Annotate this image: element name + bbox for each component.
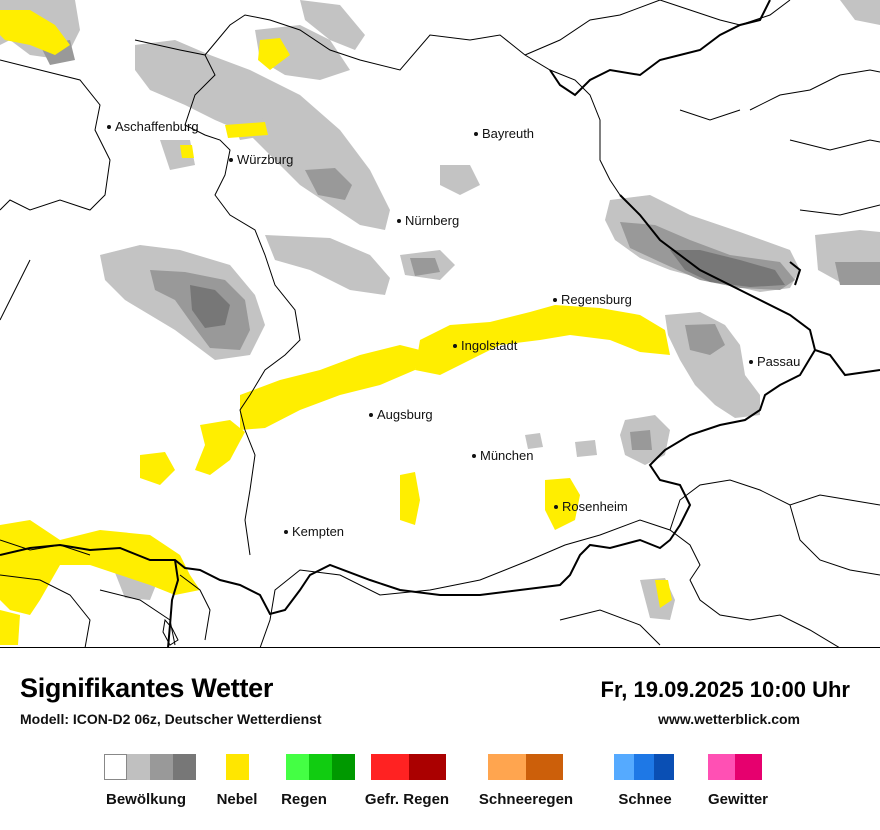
legend-swatch	[526, 754, 563, 780]
fog-areas	[0, 10, 672, 645]
legend-label: Regen	[281, 791, 327, 808]
legend-swatch	[309, 754, 332, 780]
legend-swatches	[708, 754, 762, 780]
legend-swatches	[488, 754, 563, 780]
cloud-cover-dark	[190, 250, 785, 328]
city-label-kempten: Kempten	[283, 524, 345, 539]
legend-swatch	[735, 754, 762, 780]
legend-gewitter: Gewitter	[708, 754, 768, 808]
legend-label: Schnee	[618, 791, 672, 808]
legend-label: Nebel	[216, 791, 258, 808]
legend-regen: Regen	[281, 754, 355, 808]
legend-swatch	[654, 754, 674, 780]
legend-label: Schneeregen	[478, 791, 574, 808]
map-borders	[0, 0, 880, 647]
legend-swatch	[332, 754, 355, 780]
city-label-passau: Passau	[748, 354, 801, 369]
city-label-muenchen: München	[471, 448, 534, 463]
legend-swatch	[614, 754, 634, 780]
weather-map: Aschaffenburg Würzburg Bayreuth Nürnberg…	[0, 0, 880, 648]
city-label-bayreuth: Bayreuth	[473, 126, 535, 141]
legend-swatch	[634, 754, 654, 780]
city-label-nuernberg: Nürnberg	[396, 213, 460, 228]
city-label-rosenheim: Rosenheim	[554, 499, 628, 514]
legend-label: Gewitter	[707, 791, 769, 808]
legend-swatches	[371, 754, 446, 780]
legend-bewoelkung: Bewölkung	[104, 754, 196, 808]
legend-swatch	[409, 754, 446, 780]
legend-swatch	[226, 754, 249, 780]
legend-schneeregen: Schneeregen	[479, 754, 573, 808]
legend-swatches	[286, 754, 355, 780]
legend-swatch	[286, 754, 309, 780]
map-title: Signifikantes Wetter	[20, 673, 274, 703]
legend-swatches	[614, 754, 674, 780]
legend-swatches	[104, 754, 196, 780]
legend-label: Gefr. Regen	[364, 791, 450, 808]
city-label-aschaffenburg: Aschaffenburg	[107, 119, 199, 134]
legend-schnee: Schnee	[614, 754, 674, 808]
legend-nebel: Nebel	[217, 754, 257, 808]
legend-swatch	[127, 754, 150, 780]
forecast-datetime: Fr, 19.09.2025 10:00 Uhr	[600, 677, 851, 702]
map-canvas	[0, 0, 880, 647]
city-label-regensburg: Regensburg	[553, 292, 632, 307]
city-label-wuerzburg: Würzburg	[228, 152, 294, 167]
legend-swatch	[150, 754, 173, 780]
city-label-ingolstadt: Ingolstadt	[452, 338, 518, 353]
legend-swatch	[173, 754, 196, 780]
legend-label: Bewölkung	[105, 791, 187, 808]
legend-swatch	[104, 754, 127, 780]
national-border	[0, 0, 880, 647]
legend-swatch	[371, 754, 409, 780]
website-link[interactable]: www.wetterblick.com	[658, 711, 800, 727]
legend-swatch	[488, 754, 526, 780]
legend-gefr-regen: Gefr. Regen	[365, 754, 449, 808]
city-label-augsburg: Augsburg	[369, 407, 433, 422]
legend-swatch	[708, 754, 735, 780]
model-info: Modell: ICON-D2 06z, Deutscher Wetterdie…	[20, 711, 322, 727]
cloud-cover-light	[0, 0, 880, 620]
footer-panel: Signifikantes Wetter Modell: ICON-D2 06z…	[0, 649, 880, 830]
legend-swatches	[226, 754, 249, 780]
lake-bodensee	[162, 618, 179, 646]
